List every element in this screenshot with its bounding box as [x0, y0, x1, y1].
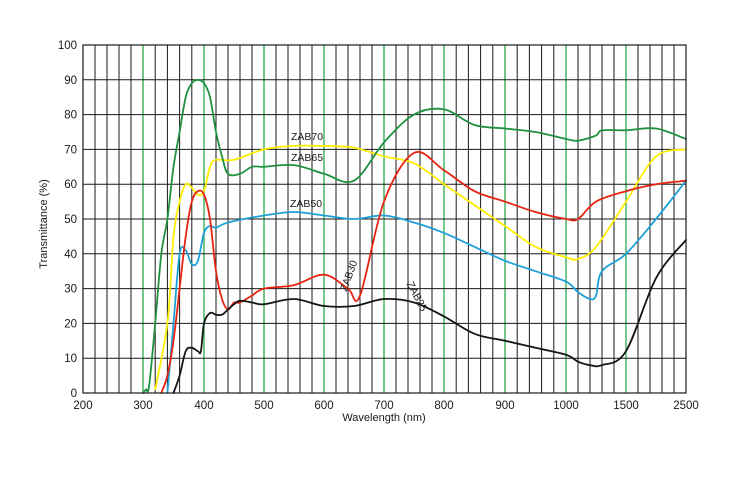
- x-tick-label: 500: [254, 400, 273, 412]
- series-line-zab25: [172, 239, 687, 394]
- y-tick-label: 10: [64, 353, 77, 365]
- y-tick-label: 40: [64, 249, 77, 261]
- series-line-zab50: [166, 179, 687, 394]
- tick-labels: 200 300 400 500 600 700 800 900 1000 1500 2500 0 10 2…: [58, 40, 699, 412]
- series-line-zab70: [154, 144, 687, 391]
- x-tick-label: 600: [314, 400, 333, 412]
- series-annotation-zab30: ZAB30: [338, 259, 360, 293]
- x-tick-label: 800: [434, 400, 453, 412]
- series-line-zab30: [160, 151, 687, 394]
- y-tick-label: 70: [64, 144, 77, 156]
- grid: [83, 45, 686, 393]
- axes: [82, 44, 687, 394]
- y-tick-label: 50: [64, 214, 77, 226]
- y-tick-label: 0: [71, 388, 77, 400]
- series-line-zab65: [142, 78, 687, 394]
- x-tick-label: 200: [73, 400, 92, 412]
- x-axis-label: Wavelength (nm): [342, 412, 425, 424]
- series-annotation-zab70: ZAB70: [291, 131, 323, 143]
- x-tick-label: 900: [495, 400, 514, 412]
- series-lines: [142, 78, 687, 394]
- y-tick-label: 60: [64, 179, 77, 191]
- x-tick-label: 400: [194, 400, 213, 412]
- x-tick-label: 1000: [553, 400, 579, 412]
- y-tick-label: 20: [64, 318, 77, 330]
- x-tick-label: 300: [133, 400, 152, 412]
- series-annotation-zab50: ZAB50: [290, 198, 322, 210]
- series-annotation-zab65: ZAB65: [291, 152, 323, 164]
- y-tick-label: 80: [64, 110, 77, 122]
- plot-border: [82, 44, 687, 394]
- y-tick-label: 30: [64, 284, 77, 296]
- y-tick-label: 90: [64, 75, 77, 87]
- y-axis-label: Transmittance (%): [38, 179, 50, 268]
- x-tick-label: 700: [374, 400, 393, 412]
- y-tick-label: 100: [58, 40, 77, 52]
- x-tick-label: 1500: [613, 400, 639, 412]
- x-tick-label: 2500: [673, 400, 699, 412]
